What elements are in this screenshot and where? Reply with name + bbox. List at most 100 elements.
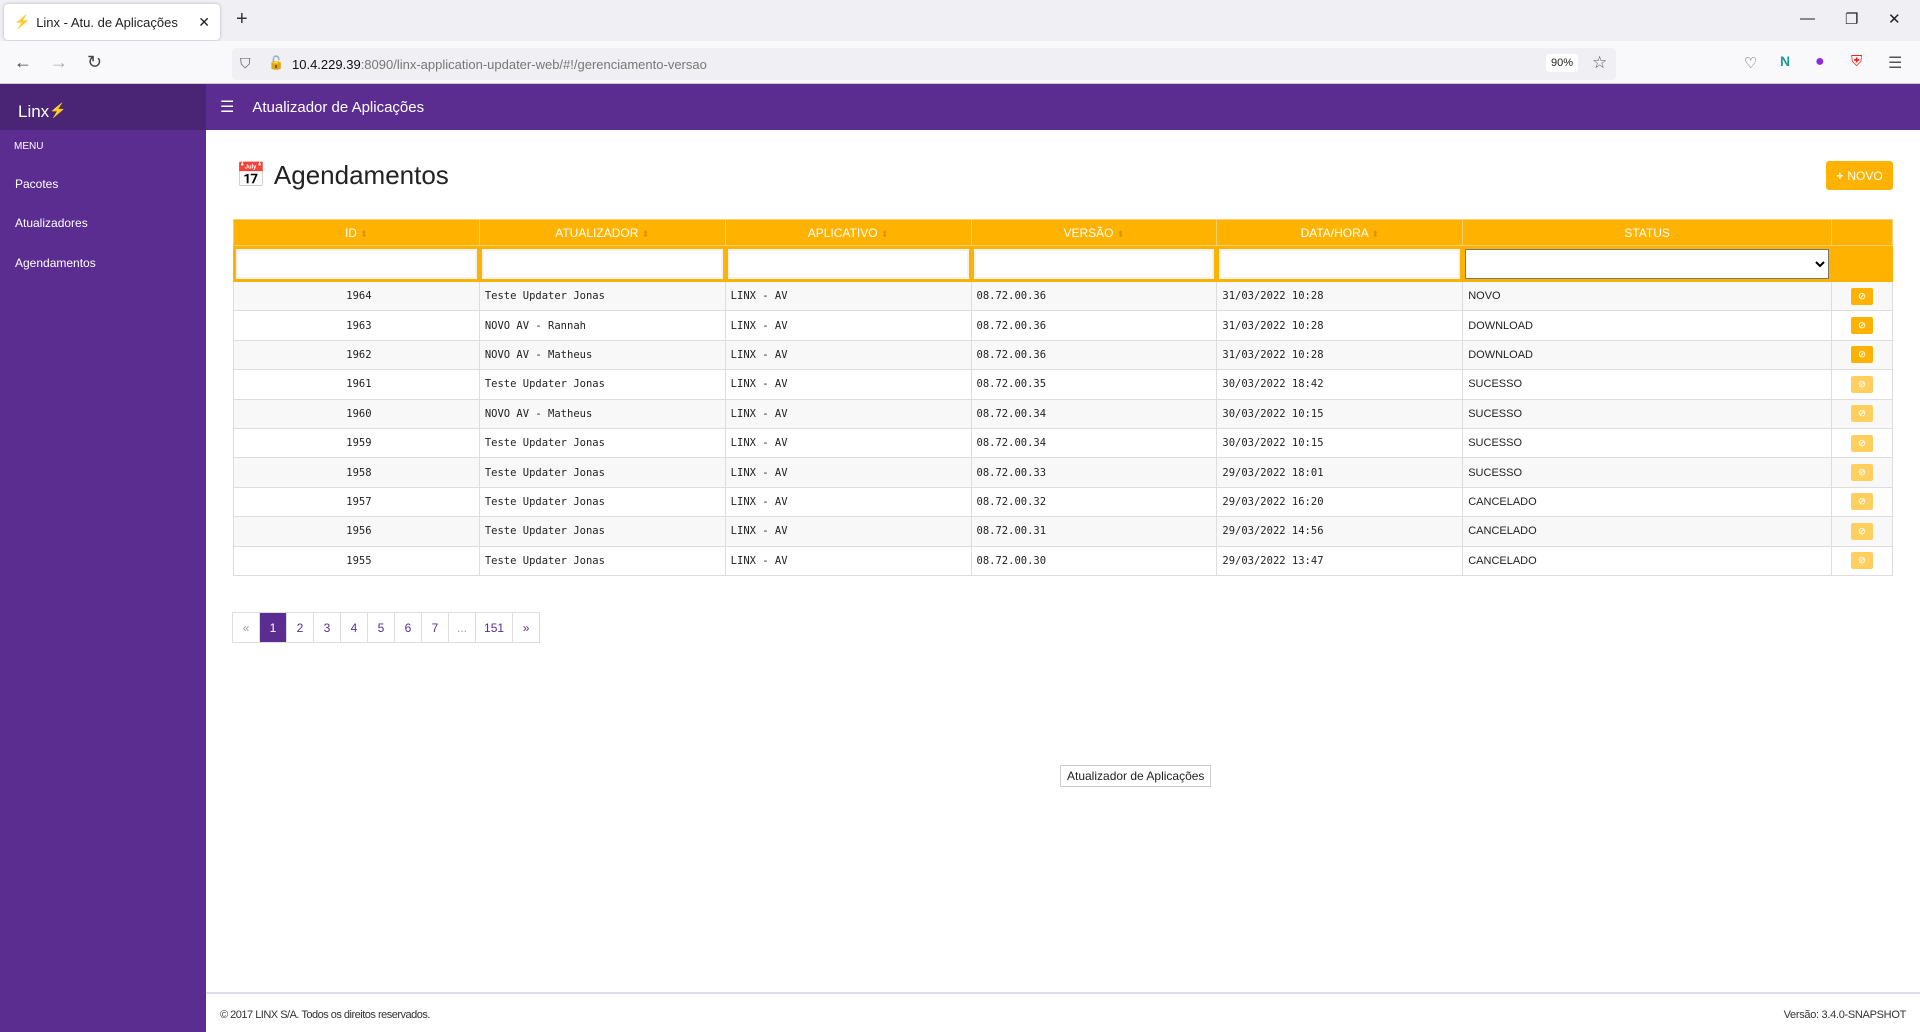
close-tab-icon[interactable]: ✕ bbox=[198, 13, 210, 30]
cell-aplicativo: LINX - AV bbox=[724, 457, 972, 488]
header-status: STATUS bbox=[1462, 219, 1832, 246]
page-link[interactable]: 6 bbox=[394, 612, 422, 643]
page-title-text: Agendamentos bbox=[273, 160, 449, 190]
shield-icon[interactable]: ⛉ bbox=[240, 55, 251, 71]
reload-icon[interactable]: ↻ bbox=[87, 52, 103, 72]
filter-atualizador[interactable] bbox=[481, 248, 723, 279]
filter-data-hora[interactable] bbox=[1219, 248, 1461, 279]
page-link[interactable]: 151 bbox=[475, 612, 514, 643]
cell-id: 1956 bbox=[233, 516, 480, 547]
filter-empty bbox=[1830, 245, 1894, 282]
cancel-icon[interactable]: ⊘ bbox=[1850, 287, 1873, 305]
browser-menu-icon[interactable]: ☰ bbox=[1888, 55, 1903, 72]
cell-versao: 08.72.00.31 bbox=[970, 516, 1218, 547]
cell-id: 1959 bbox=[233, 427, 480, 459]
linx-favicon-icon: ⚡ bbox=[14, 14, 31, 29]
cell-status: SUCESSO bbox=[1462, 398, 1832, 429]
page-link[interactable]: 2 bbox=[286, 612, 314, 643]
cancel-icon[interactable]: ⊘ bbox=[1850, 375, 1873, 393]
header-aplicativo[interactable]: APLICATIVO ⬍ bbox=[724, 219, 972, 246]
bookmark-star-icon[interactable]: ☆ bbox=[1592, 53, 1608, 72]
cell-actions: ⊘ bbox=[1830, 545, 1894, 576]
minimize-icon[interactable]: — bbox=[1800, 10, 1815, 27]
sort-icon: ⬍ bbox=[1371, 228, 1380, 239]
page-link[interactable]: » bbox=[512, 612, 541, 643]
url-host: 10.4.229.39 bbox=[292, 56, 361, 72]
cell-id: 1958 bbox=[233, 457, 480, 488]
browser-tab-bar bbox=[0, 0, 1920, 41]
new-tab-icon[interactable]: + bbox=[236, 8, 248, 30]
cell-status: DOWNLOAD bbox=[1462, 339, 1832, 371]
extension-n-icon[interactable]: N bbox=[1780, 53, 1791, 69]
forward-icon[interactable]: → bbox=[50, 52, 68, 72]
zoom-level[interactable]: 90% bbox=[1546, 54, 1579, 72]
restore-icon[interactable]: ❐ bbox=[1845, 11, 1859, 28]
sidebar-item-atualizadores[interactable]: Atualizadores bbox=[15, 216, 88, 230]
filter-id[interactable] bbox=[236, 248, 477, 279]
sort-icon: ⬍ bbox=[880, 228, 889, 239]
cell-id: 1962 bbox=[233, 339, 480, 371]
cancel-icon[interactable]: ⊘ bbox=[1850, 346, 1873, 364]
table-row: 1960 NOVO AV - Matheus LINX - AV 08.72.00.3… bbox=[233, 398, 1894, 429]
header-data-hora[interactable]: DATA/HORA ⬍ bbox=[1216, 219, 1464, 246]
extension-shield-icon[interactable]: ⛨ bbox=[1851, 53, 1863, 70]
sort-icon: ⬍ bbox=[360, 228, 368, 239]
cell-atualizador: Teste Updater Jonas bbox=[478, 486, 726, 518]
cancel-icon[interactable]: ⊘ bbox=[1850, 434, 1873, 452]
cell-versao: 08.72.00.34 bbox=[970, 398, 1218, 429]
pocket-icon[interactable]: ♡ bbox=[1744, 55, 1758, 72]
cell-versao: 08.72.00.34 bbox=[970, 427, 1218, 459]
cell-id: 1961 bbox=[233, 369, 480, 400]
cell-aplicativo: LINX - AV bbox=[724, 339, 972, 371]
table-row: 1961 Teste Updater Jonas LINX - AV 08.72.00… bbox=[233, 369, 1894, 400]
header-versao[interactable]: VERSÃO ⬍ bbox=[970, 219, 1218, 246]
page-link[interactable]: ... bbox=[448, 612, 477, 643]
sidebar-item-agendamentos[interactable]: Agendamentos bbox=[15, 256, 96, 270]
header-id[interactable]: ID ⬍ bbox=[233, 219, 480, 246]
page-link[interactable]: 5 bbox=[367, 612, 395, 643]
cell-actions: ⊘ bbox=[1830, 398, 1894, 429]
cancel-icon[interactable]: ⊘ bbox=[1850, 405, 1873, 423]
cell-data-hora: 31/03/2022 10:28 bbox=[1216, 280, 1464, 312]
back-icon[interactable]: ← bbox=[14, 52, 32, 72]
cancel-icon[interactable]: ⊘ bbox=[1850, 493, 1873, 511]
extension-color-icon[interactable]: ● bbox=[1815, 53, 1825, 70]
cell-status: SUCESSO bbox=[1462, 369, 1832, 400]
app-header: ☰ Atualizador de Aplicações bbox=[206, 84, 1920, 130]
filter-aplicativo[interactable] bbox=[727, 248, 969, 279]
cell-id: 1957 bbox=[233, 486, 480, 518]
cancel-icon[interactable]: ⊘ bbox=[1850, 464, 1873, 482]
copyright: © 2017 LINX S/A. Todos os direitos reser… bbox=[220, 1009, 430, 1021]
filter-versao[interactable] bbox=[973, 248, 1215, 279]
page-link[interactable]: 4 bbox=[340, 612, 368, 643]
filter-status[interactable] bbox=[1465, 248, 1829, 279]
sidebar-item-pacotes[interactable]: Pacotes bbox=[15, 177, 59, 191]
browser-tab[interactable]: ⚡ Linx - Atu. de Aplicações ✕ bbox=[4, 4, 220, 40]
header-atualizador[interactable]: ATUALIZADOR ⬍ bbox=[478, 219, 726, 246]
header-title: Atualizador de Aplicações bbox=[252, 98, 425, 116]
cell-versao: 08.72.00.33 bbox=[970, 457, 1218, 488]
hamburger-menu-icon[interactable]: ☰ bbox=[220, 99, 235, 116]
cell-atualizador: Teste Updater Jonas bbox=[478, 427, 726, 459]
page-link[interactable]: 7 bbox=[421, 612, 449, 643]
cell-status: CANCELADO bbox=[1462, 545, 1832, 576]
cell-status: SUCESSO bbox=[1462, 457, 1832, 488]
sort-icon: ⬍ bbox=[641, 228, 650, 239]
close-window-icon[interactable]: ✕ bbox=[1888, 11, 1901, 28]
cancel-icon[interactable]: ⊘ bbox=[1850, 522, 1873, 540]
table-row: 1957 Teste Updater Jonas LINX - AV 08.72.00… bbox=[233, 486, 1894, 518]
sort-icon: ⬍ bbox=[1116, 228, 1125, 239]
page-link[interactable]: « bbox=[232, 612, 260, 643]
cell-id: 1963 bbox=[233, 310, 480, 341]
page-link[interactable]: 3 bbox=[313, 612, 341, 643]
cancel-icon[interactable]: ⊘ bbox=[1850, 317, 1873, 335]
url-bar[interactable]: 10.4.229.39:8090/linx-application-update… bbox=[232, 48, 1616, 80]
schedules-table: ID ⬍ ATUALIZADOR ⬍ APLICATIVO ⬍ VERSÃO ⬍… bbox=[233, 219, 1894, 576]
cell-versao: 08.72.00.36 bbox=[970, 280, 1218, 312]
insecure-lock-icon[interactable]: 🔓 bbox=[268, 55, 285, 70]
cell-actions: ⊘ bbox=[1830, 486, 1894, 518]
sidebar bbox=[0, 84, 206, 1032]
page-link[interactable]: 1 bbox=[259, 612, 287, 643]
new-button[interactable]: + NOVO bbox=[1826, 161, 1893, 190]
cancel-icon[interactable]: ⊘ bbox=[1850, 552, 1873, 570]
